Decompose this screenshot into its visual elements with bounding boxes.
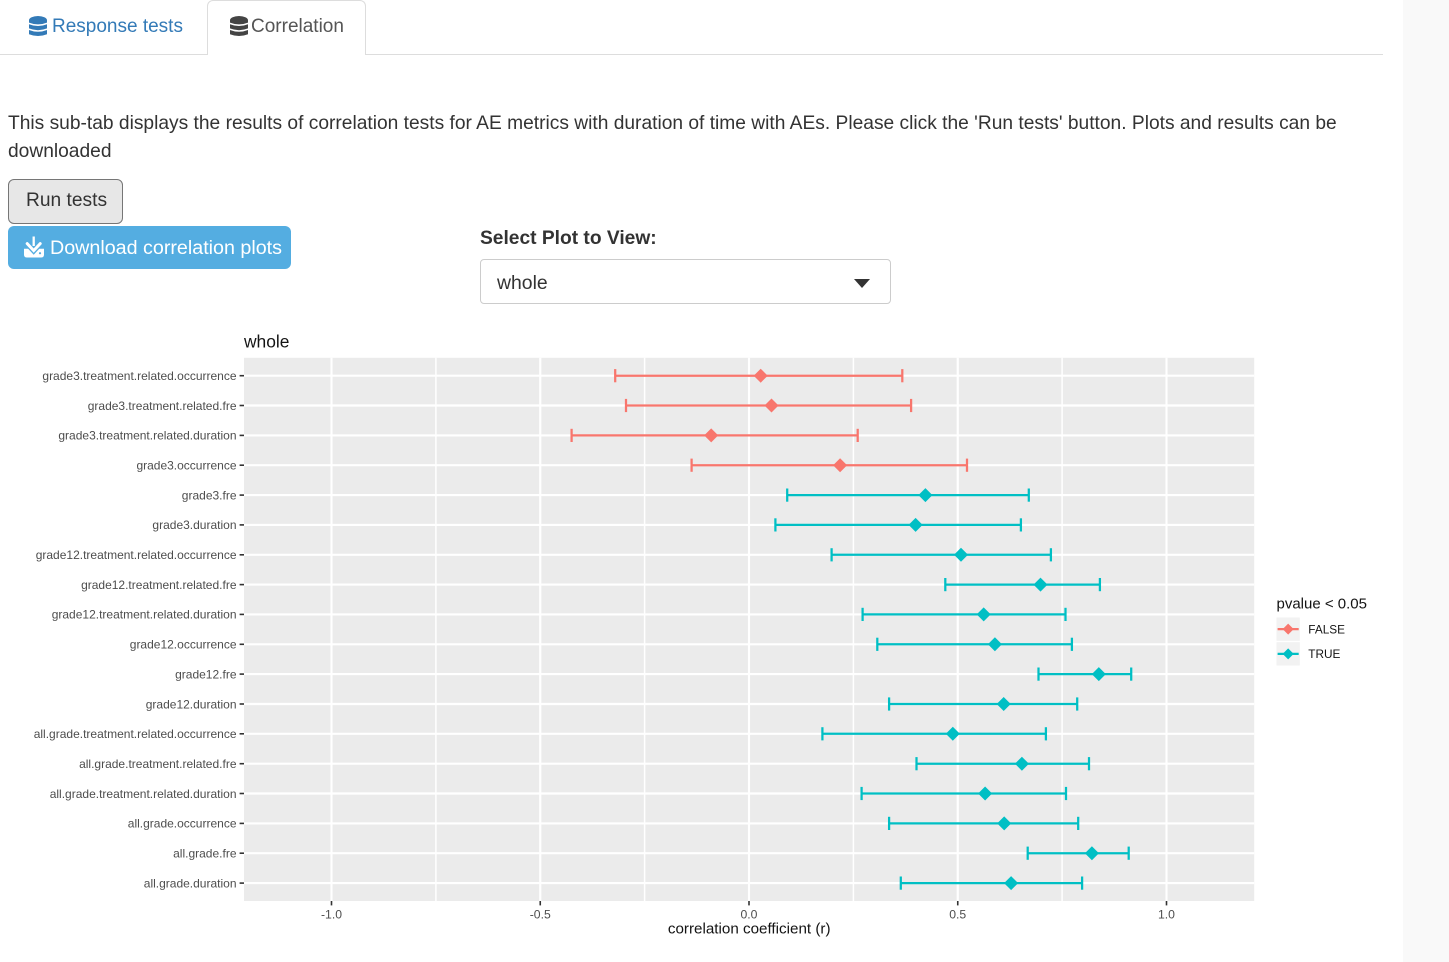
svg-text:pvalue < 0.05: pvalue < 0.05 (1277, 596, 1368, 613)
svg-text:0.5: 0.5 (949, 907, 966, 921)
svg-text:grade3.occurrence: grade3.occurrence (136, 459, 236, 473)
svg-text:1.0: 1.0 (1158, 907, 1175, 921)
svg-text:grade12.treatment.related.occu: grade12.treatment.related.occurrence (36, 548, 237, 562)
svg-text:grade3.duration: grade3.duration (152, 518, 236, 532)
svg-text:grade3.fre: grade3.fre (182, 488, 237, 502)
svg-text:all.grade.occurrence: all.grade.occurrence (128, 817, 237, 831)
svg-text:grade12.occurrence: grade12.occurrence (130, 638, 237, 652)
svg-text:-0.5: -0.5 (530, 907, 551, 921)
svg-text:-1.0: -1.0 (321, 907, 342, 921)
svg-text:TRUE: TRUE (1308, 647, 1340, 661)
svg-text:0.0: 0.0 (741, 907, 758, 921)
svg-text:all.grade.treatment.related.du: all.grade.treatment.related.duration (50, 787, 237, 801)
svg-text:grade12.fre: grade12.fre (175, 667, 237, 681)
svg-text:grade12.duration: grade12.duration (146, 697, 237, 711)
svg-text:whole: whole (243, 332, 289, 352)
svg-text:grade12.treatment.related.dura: grade12.treatment.related.duration (52, 608, 237, 622)
svg-text:grade12.treatment.related.fre: grade12.treatment.related.fre (81, 578, 237, 592)
svg-text:all.grade.treatment.related.fr: all.grade.treatment.related.fre (79, 757, 237, 771)
svg-text:FALSE: FALSE (1308, 622, 1345, 636)
svg-text:grade3.treatment.related.durat: grade3.treatment.related.duration (58, 429, 236, 443)
svg-text:all.grade.treatment.related.oc: all.grade.treatment.related.occurrence (34, 727, 237, 741)
svg-text:all.grade.fre: all.grade.fre (173, 847, 237, 861)
svg-text:correlation coefficient (r): correlation coefficient (r) (668, 920, 831, 937)
svg-text:grade3.treatment.related.fre: grade3.treatment.related.fre (88, 399, 237, 413)
svg-text:all.grade.duration: all.grade.duration (144, 876, 237, 890)
svg-text:grade3.treatment.related.occur: grade3.treatment.related.occurrence (42, 369, 236, 383)
